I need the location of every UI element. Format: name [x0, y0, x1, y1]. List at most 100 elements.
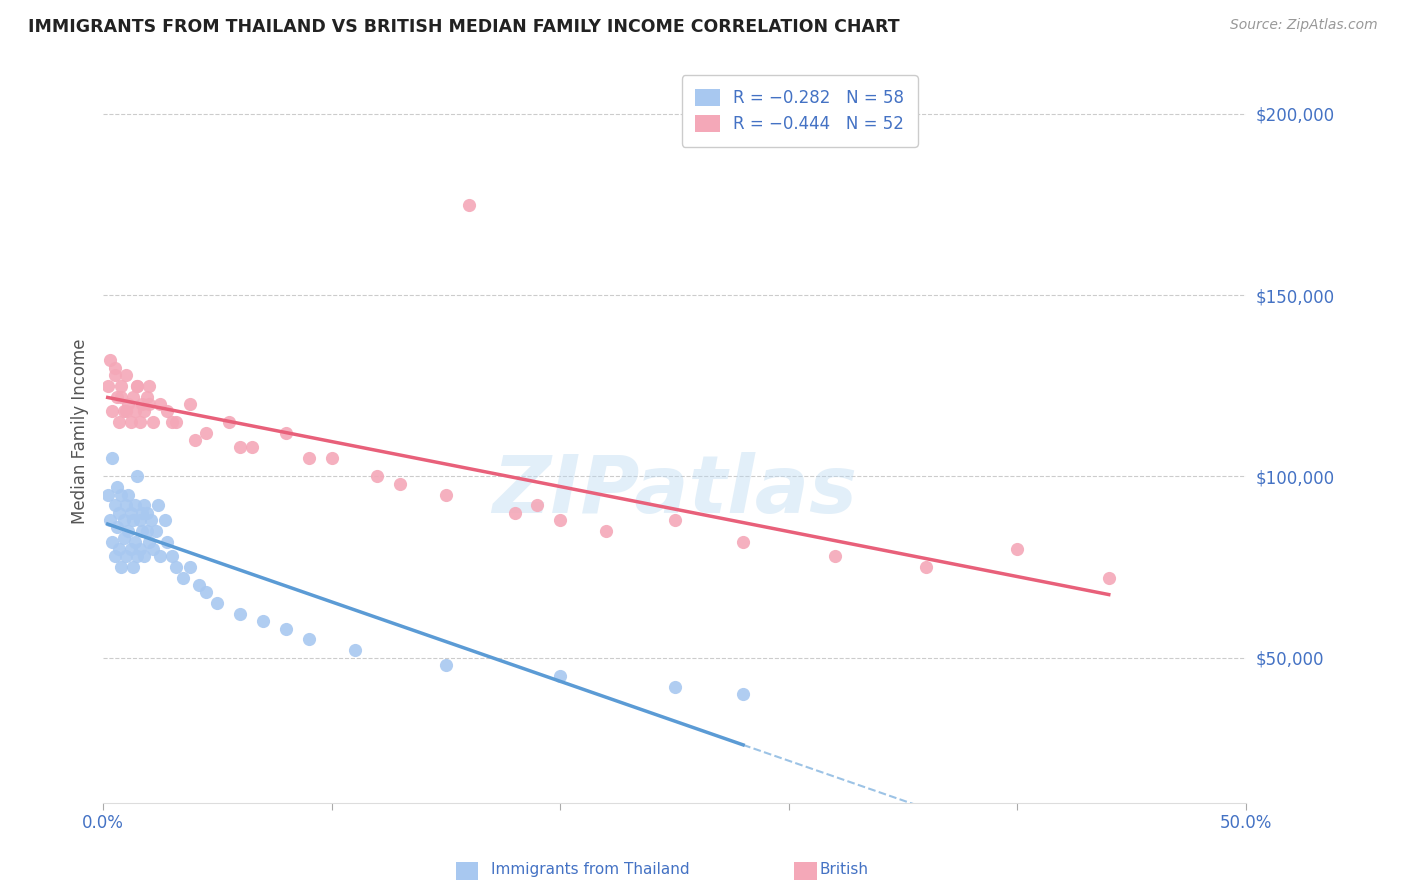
Point: [146, 499, 169, 513]
Point: [434, 657, 457, 672]
Point: [134, 404, 156, 418]
Point: [366, 469, 388, 483]
Point: [229, 441, 252, 455]
Point: [101, 534, 124, 549]
Point: [127, 469, 149, 483]
Point: [115, 404, 138, 418]
Point: [120, 506, 142, 520]
Point: [321, 451, 343, 466]
Point: [120, 541, 142, 556]
Point: [138, 379, 160, 393]
Point: [195, 585, 218, 599]
Point: [115, 549, 138, 563]
Point: [110, 379, 132, 393]
Point: [110, 560, 132, 574]
Point: [101, 451, 124, 466]
Point: [165, 560, 187, 574]
Text: Immigrants from Thailand: Immigrants from Thailand: [491, 863, 690, 877]
Point: [131, 397, 153, 411]
Text: Source: ZipAtlas.com: Source: ZipAtlas.com: [1230, 18, 1378, 32]
Point: [298, 451, 321, 466]
Point: [128, 541, 150, 556]
Point: [1098, 571, 1121, 585]
Point: [252, 615, 274, 629]
Point: [915, 560, 938, 574]
Point: [240, 441, 263, 455]
Point: [105, 520, 128, 534]
Point: [105, 390, 128, 404]
Text: British: British: [820, 863, 868, 877]
Point: [115, 368, 138, 382]
Point: [229, 607, 252, 621]
Point: [112, 531, 135, 545]
Point: [103, 499, 125, 513]
Point: [98, 353, 121, 368]
Point: [128, 513, 150, 527]
Point: [139, 513, 162, 527]
Point: [165, 415, 187, 429]
Point: [664, 513, 686, 527]
Point: [179, 560, 201, 574]
Point: [145, 524, 167, 538]
Point: [160, 549, 183, 563]
Point: [149, 397, 172, 411]
Point: [195, 425, 218, 440]
Point: [131, 506, 153, 520]
Point: [298, 632, 321, 647]
Point: [103, 368, 125, 382]
Point: [135, 390, 157, 404]
Point: [131, 524, 153, 538]
Point: [548, 513, 571, 527]
Point: [117, 487, 139, 501]
Point: [824, 549, 846, 563]
Point: [733, 534, 755, 549]
Point: [103, 360, 125, 375]
Point: [138, 397, 160, 411]
Point: [127, 549, 149, 563]
Point: [108, 415, 131, 429]
Point: [733, 687, 755, 701]
Point: [156, 404, 179, 418]
Point: [526, 499, 548, 513]
Text: ZIPatlas: ZIPatlas: [492, 451, 858, 530]
Point: [434, 487, 457, 501]
Point: [142, 415, 165, 429]
Point: [124, 499, 146, 513]
Point: [149, 549, 172, 563]
Point: [179, 397, 201, 411]
Point: [103, 549, 125, 563]
Point: [457, 197, 479, 211]
Point: [153, 513, 176, 527]
Point: [274, 425, 297, 440]
Point: [124, 404, 146, 418]
Point: [112, 404, 135, 418]
Point: [138, 534, 160, 549]
Point: [121, 560, 143, 574]
Point: [134, 549, 156, 563]
Point: [156, 534, 179, 549]
Point: [343, 643, 366, 657]
Point: [503, 506, 526, 520]
Legend: R = −0.282   N = 58, R = −0.444   N = 52: R = −0.282 N = 58, R = −0.444 N = 52: [682, 75, 918, 146]
Point: [134, 499, 156, 513]
Point: [595, 524, 617, 538]
Point: [128, 415, 150, 429]
Point: [121, 390, 143, 404]
Point: [108, 506, 131, 520]
Point: [108, 541, 131, 556]
Point: [218, 415, 240, 429]
Point: [115, 499, 138, 513]
Point: [160, 415, 183, 429]
Point: [172, 571, 194, 585]
Point: [188, 578, 211, 592]
Point: [664, 680, 686, 694]
Point: [120, 415, 142, 429]
Point: [97, 487, 120, 501]
Point: [117, 397, 139, 411]
Point: [124, 534, 146, 549]
Point: [135, 524, 157, 538]
Point: [105, 480, 128, 494]
Point: [110, 390, 132, 404]
Point: [389, 476, 412, 491]
Point: [121, 513, 143, 527]
